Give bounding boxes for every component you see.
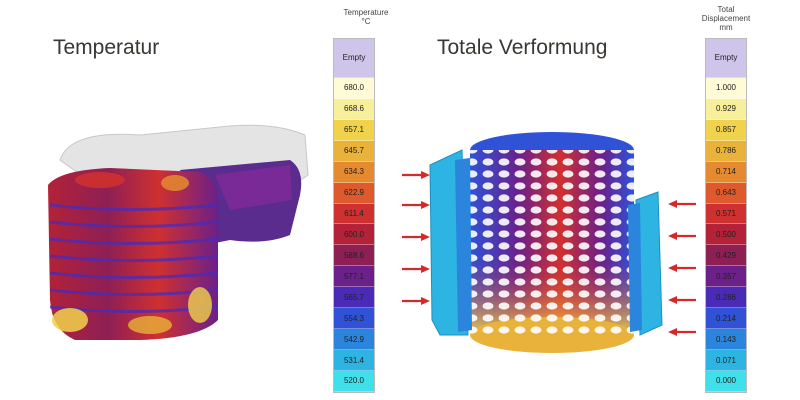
displacement-legend-cell: 0.571 <box>706 203 746 225</box>
temperature-legend-heading: Temperature °C <box>326 8 406 26</box>
displacement-legend-cell: 0.857 <box>706 119 746 141</box>
temperature-casting-model <box>48 124 309 340</box>
displacement-legend-cell: 0.357 <box>706 266 746 288</box>
displacement-legend-heading-unit: mm <box>719 23 733 32</box>
temperature-panel-title: Temperatur <box>53 36 160 59</box>
temperature-legend-heading-unit: °C <box>361 17 371 26</box>
temperature-legend-heading-label: Temperature <box>343 8 389 17</box>
displacement-legend-heading-line2: Displacement <box>701 14 751 23</box>
temperature-legend-cell: 565.7 <box>334 287 374 309</box>
pressure-arrows-right <box>668 200 696 336</box>
temperature-legend-cell: 520.0 <box>334 371 374 392</box>
temperature-legend-cell: 554.3 <box>334 308 374 330</box>
displacement-legend-cell: 0.786 <box>706 140 746 162</box>
displacement-legend-heading-line1: Total <box>717 5 735 14</box>
pressure-arrows-left <box>402 171 430 305</box>
temperature-legend-cell: 611.4 <box>334 203 374 225</box>
temperature-legend-cell: 657.1 <box>334 119 374 141</box>
temperature-legend-cell: 680.0 <box>334 77 374 99</box>
displacement-legend-cell: 0.000 <box>706 371 746 392</box>
temperature-color-legend: Empty 680.0 668.6 657.1 645.7 634.3 622.9 611.4… <box>333 38 375 393</box>
displacement-legend-cell: 0.429 <box>706 245 746 267</box>
displacement-legend-heading: Total Displacement mm <box>686 5 766 32</box>
deformation-panel-title: Totale Verformung <box>437 36 608 59</box>
temperature-legend-cell: 668.6 <box>334 98 374 120</box>
displacement-legend-cell: 0.714 <box>706 161 746 183</box>
temperature-legend-cell: 600.0 <box>334 224 374 246</box>
displacement-legend-cell: 0.143 <box>706 329 746 351</box>
displacement-legend-cell: 0.643 <box>706 182 746 204</box>
displacement-legend-cell: 0.500 <box>706 224 746 246</box>
displacement-legend-cell: Empty <box>706 39 746 78</box>
temperature-legend-cell: 577.1 <box>334 266 374 288</box>
temperature-legend-cell: 588.6 <box>334 245 374 267</box>
temperature-legend-cell: 542.9 <box>334 329 374 351</box>
displacement-legend-cell: 0.286 <box>706 287 746 309</box>
deformation-cylinder-model <box>429 132 663 353</box>
temperature-legend-cell: 645.7 <box>334 140 374 162</box>
displacement-legend-cell: 0.929 <box>706 98 746 120</box>
temperature-legend-cell: 622.9 <box>334 182 374 204</box>
displacement-legend-cell: 1.000 <box>706 77 746 99</box>
temperature-legend-cell: 531.4 <box>334 350 374 372</box>
displacement-legend-cell: 0.214 <box>706 308 746 330</box>
temperature-legend-cell: 634.3 <box>334 161 374 183</box>
temperature-legend-cell: Empty <box>334 39 374 78</box>
displacement-color-legend: Empty 1.000 0.929 0.857 0.786 0.714 0.643 0.571… <box>705 38 747 393</box>
displacement-legend-cell: 0.071 <box>706 350 746 372</box>
